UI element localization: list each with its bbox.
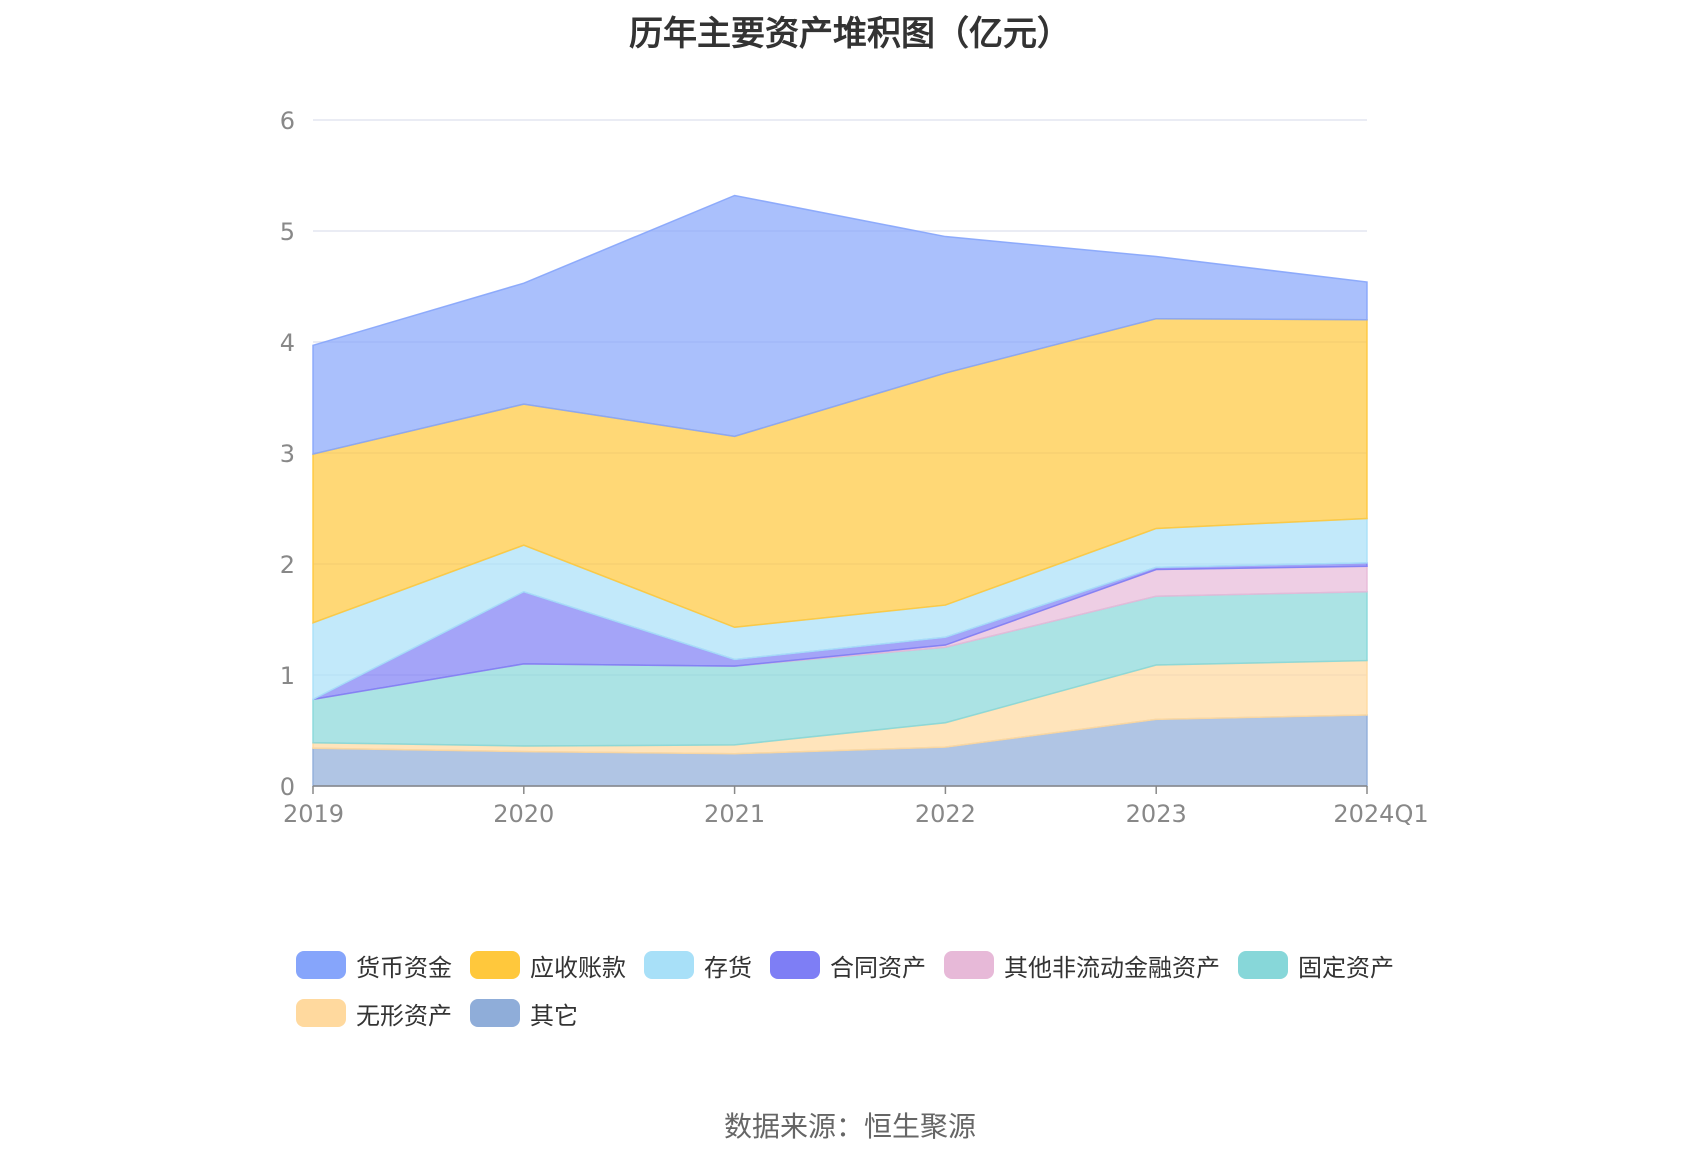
legend-item[interactable]: 其他非流动金融资产 xyxy=(944,948,1220,982)
x-tick-label: 2022 xyxy=(915,800,976,828)
legend-item[interactable]: 存货 xyxy=(644,948,752,982)
y-tick-label: 1 xyxy=(280,662,295,690)
x-tick-label: 2019 xyxy=(283,800,344,828)
legend-label: 存货 xyxy=(704,953,752,982)
legend-swatch xyxy=(644,951,694,979)
y-tick-label: 6 xyxy=(280,107,295,135)
legend-swatch xyxy=(296,999,346,1027)
y-tick-label: 0 xyxy=(280,773,295,801)
y-tick-label: 3 xyxy=(280,440,295,468)
legend-item[interactable]: 合同资产 xyxy=(770,948,926,982)
y-tick-label: 4 xyxy=(280,329,295,357)
legend-swatch xyxy=(470,951,520,979)
x-tick-label: 2023 xyxy=(1126,800,1187,828)
legend-label: 固定资产 xyxy=(1298,953,1394,982)
legend-label: 其它 xyxy=(530,1001,578,1030)
legend-item[interactable]: 货币资金 xyxy=(296,948,452,982)
legend-label: 货币资金 xyxy=(356,953,452,982)
legend-swatch xyxy=(770,951,820,979)
chart-title: 历年主要资产堆积图（亿元） xyxy=(629,14,1071,54)
legend-swatch xyxy=(296,951,346,979)
legend-item[interactable]: 其它 xyxy=(470,996,578,1030)
legend-item[interactable]: 应收账款 xyxy=(470,948,626,982)
y-tick-label: 5 xyxy=(280,218,295,246)
legend-label: 合同资产 xyxy=(830,953,926,982)
legend-swatch xyxy=(944,951,994,979)
data-source: 数据来源：恒生聚源 xyxy=(723,1110,976,1143)
legend-label: 无形资产 xyxy=(356,1001,452,1030)
legend-label: 其他非流动金融资产 xyxy=(1004,953,1220,982)
y-tick-label: 2 xyxy=(280,551,295,579)
legend-item[interactable]: 无形资产 xyxy=(296,996,452,1030)
legend-swatch xyxy=(470,999,520,1027)
legend-swatch xyxy=(1238,951,1288,979)
x-tick-label: 2020 xyxy=(493,800,554,828)
x-tick-label: 2021 xyxy=(704,800,765,828)
x-tick-label: 2024Q1 xyxy=(1333,800,1428,828)
area-货币资金 xyxy=(312,194,1368,456)
legend-label: 应收账款 xyxy=(530,953,626,982)
legend: 货币资金 应收账款 存货 合同资产 其他非流动金融资产 固定资产无形资产 其它 xyxy=(296,948,1436,1044)
legend-item[interactable]: 固定资产 xyxy=(1238,948,1394,982)
